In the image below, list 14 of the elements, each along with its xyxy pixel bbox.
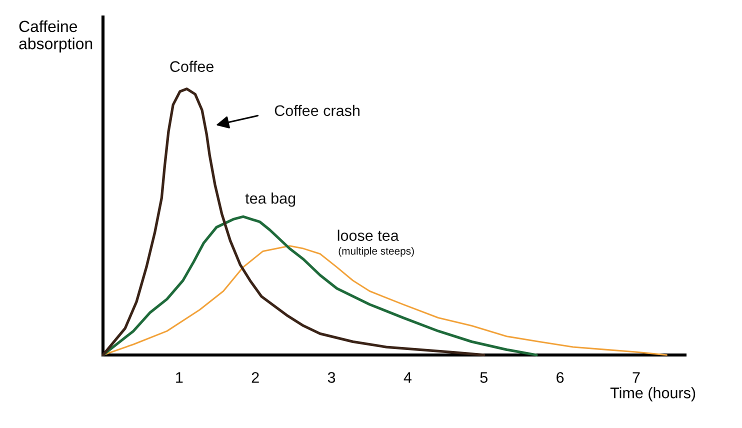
x-tick-label: 5	[480, 372, 488, 383]
x-axis-title: Time (hours)	[610, 387, 696, 402]
annotation: (multiple steeps)	[338, 247, 414, 257]
series-label: loose tea	[338, 230, 399, 241]
x-tick-label: 2	[252, 372, 259, 383]
x-tick-label: 7	[632, 372, 640, 383]
annotation: Coffee crash	[274, 104, 360, 116]
x-tick-label: 4	[404, 372, 412, 383]
series-label: tea bag	[245, 192, 296, 207]
x-tick-label: 6	[556, 372, 564, 383]
x-tick-label: 1	[176, 372, 183, 383]
x-tick-label: 3	[328, 372, 336, 383]
series-label: Coffee	[170, 60, 214, 72]
y-axis-title: Caffeine absorption	[19, 20, 92, 52]
